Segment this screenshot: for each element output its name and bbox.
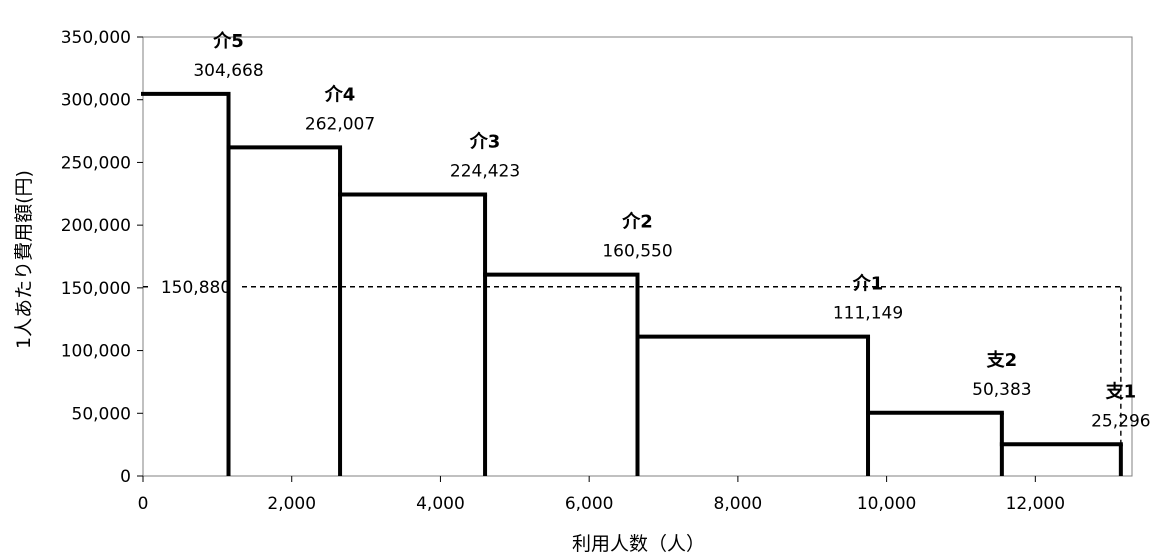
- reference-label-background: [150, 275, 242, 298]
- segment-category-label: 介2: [621, 211, 653, 233]
- x-tick-label: 2,000: [267, 494, 316, 514]
- segment-value-label: 224,423: [450, 162, 520, 182]
- segment-category-label: 介5: [212, 30, 244, 52]
- segment-category-label: 介4: [324, 83, 356, 105]
- segment-labels: 304,668 介5 262,007 介4 224,423 介3 160,550 介2 111,…: [193, 30, 1150, 431]
- x-tick-label: 0: [138, 494, 149, 514]
- x-tick-label: 6,000: [565, 494, 614, 514]
- y-tick-label: 100,000: [61, 342, 131, 362]
- segment-value-label: 304,668: [193, 61, 263, 81]
- segment-category-label: 介3: [469, 131, 501, 153]
- y-tick-label: 200,000: [61, 216, 131, 236]
- y-tick-label: 50,000: [72, 404, 131, 424]
- y-tick-label: 300,000: [61, 91, 131, 111]
- reference-line-label: 150,880: [161, 278, 231, 298]
- segment-value-label: 50,383: [972, 380, 1031, 400]
- segment-category-label: 支1: [1105, 380, 1137, 402]
- y-tick-label: 0: [120, 467, 131, 487]
- y-tick-label: 250,000: [61, 153, 131, 173]
- y-tick-label: 150,000: [61, 279, 131, 299]
- segment-category-label: 支2: [986, 349, 1018, 371]
- x-tick-label: 8,000: [714, 494, 763, 514]
- x-axis-title: 利用人数（人）: [572, 533, 705, 555]
- segment-value-label: 25,296: [1091, 411, 1150, 431]
- segment-category-label: 介1: [852, 273, 884, 295]
- y-axis-title: 1人あたり費用額(円): [13, 170, 35, 349]
- y-axis: 0 50,000 100,000 150,000 200,000 250,000 300,0…: [61, 28, 143, 487]
- segment-value-label: 160,550: [602, 242, 672, 262]
- y-tick-label: 350,000: [61, 28, 131, 48]
- segment-value-label: 262,007: [305, 114, 375, 134]
- segment-value-label: 111,149: [833, 304, 903, 324]
- x-tick-label: 4,000: [416, 494, 465, 514]
- x-tick-label: 10,000: [857, 494, 916, 514]
- x-axis: 0 2,000 4,000 6,000 8,000 10,000 12,000: [138, 476, 1065, 514]
- x-tick-label: 12,000: [1006, 494, 1065, 514]
- step-series: [141, 91, 1123, 476]
